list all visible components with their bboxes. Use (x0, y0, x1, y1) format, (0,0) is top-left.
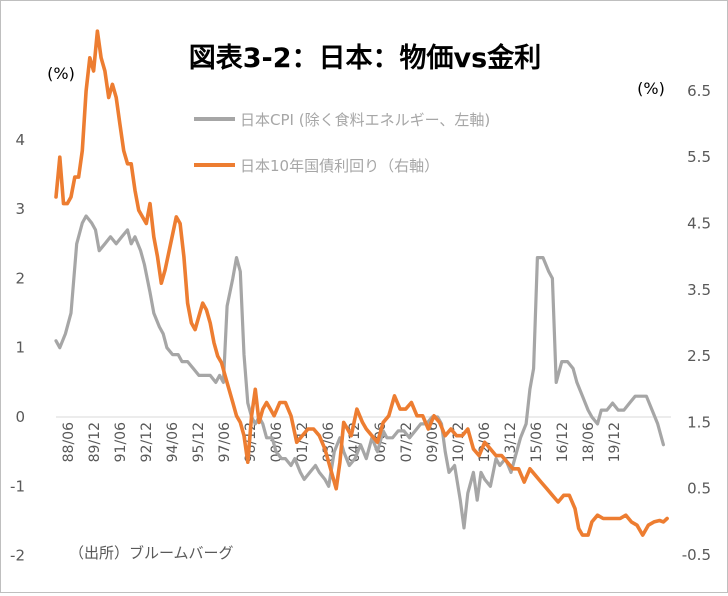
x-tick-label: 10/12 (451, 422, 467, 462)
right-tick-label: 3.5 (687, 281, 711, 299)
left-axis-unit: (%) (47, 64, 75, 83)
right-tick-label: 5.5 (687, 148, 711, 166)
x-tick-label: 09/06 (425, 422, 441, 462)
series-line-cpi (54, 214, 665, 530)
right-axis-unit: (%) (637, 79, 665, 98)
legend-label-cpi: 日本CPI (除く食料エネルギー、左軸) (240, 111, 490, 129)
left-tick-label: 4 (15, 131, 25, 149)
chart-title: 図表3-2：日本：物価vs金利 (189, 42, 541, 74)
x-tick-label: 95/12 (191, 422, 207, 462)
right-tick-label: 0.5 (687, 480, 711, 498)
x-tick-label: 94/06 (165, 422, 181, 462)
x-tick-label: 00/06 (269, 422, 285, 462)
x-tick-label: 19/12 (607, 422, 623, 462)
x-tick-label: 91/06 (113, 422, 129, 462)
right-axis-ticks: -0.5 0.5 1.5 2.5 3.5 4.5 5.5 6.5 (682, 82, 711, 564)
series-layer (54, 29, 669, 537)
x-tick-label: 07/12 (399, 422, 415, 462)
x-tick-label: 92/12 (139, 422, 155, 462)
legend-label-jgb: 日本10年国債利回り（右軸） (240, 157, 439, 175)
left-tick-label: -1 (10, 477, 25, 495)
left-tick-label: 0 (15, 408, 25, 426)
x-tick-label: 15/06 (529, 422, 545, 462)
left-axis-ticks: -2 -1 0 1 2 3 4 (10, 131, 25, 565)
right-tick-label: 6.5 (687, 82, 711, 100)
right-tick-label: 1.5 (687, 413, 711, 431)
x-tick-label: 18/06 (581, 422, 597, 462)
x-tick-label: 89/12 (87, 422, 103, 462)
x-tick-label: 97/06 (217, 422, 233, 462)
series-line-jgb-yield (54, 29, 669, 537)
left-tick-label: 3 (15, 200, 25, 218)
right-tick-label: -0.5 (682, 546, 711, 564)
source-note: （出所）ブルームバーグ (69, 544, 234, 562)
right-tick-label: 2.5 (687, 347, 711, 365)
left-tick-label: -2 (10, 547, 25, 565)
left-tick-label: 1 (15, 339, 25, 357)
left-tick-label: 2 (15, 269, 25, 287)
x-tick-label: 16/12 (555, 422, 571, 462)
legend: 日本CPI (除く食料エネルギー、左軸) 日本10年国債利回り（右軸） (194, 111, 490, 175)
x-tick-label: 88/06 (61, 422, 77, 462)
right-tick-label: 4.5 (687, 215, 711, 233)
